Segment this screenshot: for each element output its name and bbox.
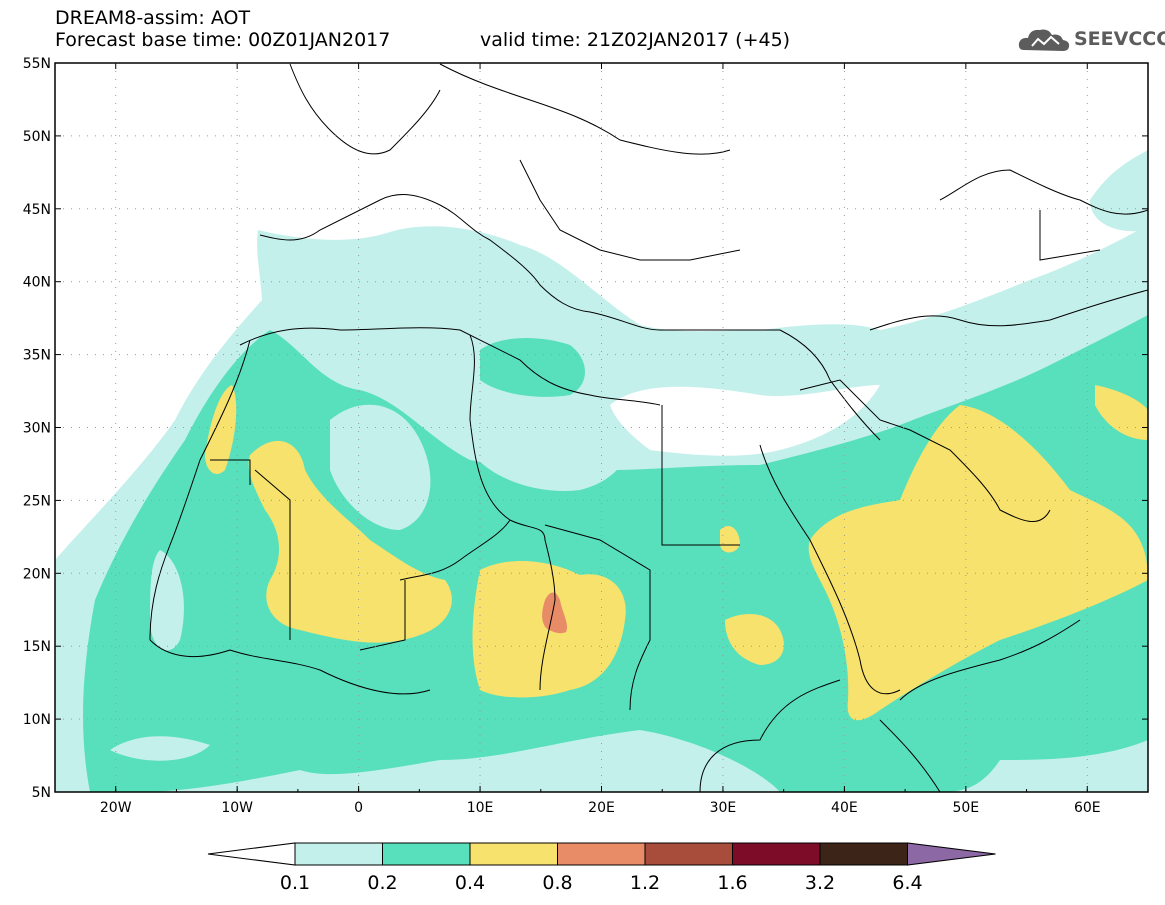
aot-white-egypt xyxy=(610,385,880,456)
valid-time: valid time: 21Z02JAN2017 (+45) xyxy=(480,29,791,51)
lat-label: 50N xyxy=(23,129,51,145)
lat-label: 35N xyxy=(23,348,51,364)
lat-label: 25N xyxy=(23,493,51,509)
lon-label: 10W xyxy=(221,800,253,816)
cloud-icon xyxy=(1018,29,1070,51)
colorbar-label: 0.1 xyxy=(280,872,310,894)
lon-label: 60E xyxy=(1074,800,1101,816)
lat-label: 30N xyxy=(23,421,51,437)
lat-label: 5N xyxy=(32,785,51,801)
lon-labels: 20W 10W 0 10E 20E 30E 40E 50E 60E xyxy=(100,800,1101,816)
colorbar-box xyxy=(469,842,558,866)
seevccc-logo: SEEVCCC xyxy=(1018,24,1165,54)
colorbar-under-arrow xyxy=(207,842,296,866)
lat-label: 10N xyxy=(23,712,51,728)
lat-label: 55N xyxy=(23,56,51,72)
colorbar-box xyxy=(294,842,383,866)
colorbar-over-arrow xyxy=(907,842,996,866)
lon-label: 0 xyxy=(354,800,363,816)
colorbar-box xyxy=(557,842,646,866)
aot-hole-sahara xyxy=(330,404,431,530)
lon-label: 30E xyxy=(710,800,737,816)
lon-label: 40E xyxy=(831,800,858,816)
colorbar xyxy=(207,842,996,866)
colorbar-box xyxy=(382,842,471,866)
lat-label: 40N xyxy=(23,275,51,291)
aot-band-0.4-morocco xyxy=(205,385,237,475)
lat-label: 20N xyxy=(23,566,51,582)
colorbar-label: 0.2 xyxy=(367,872,397,894)
lat-label: 15N xyxy=(23,639,51,655)
colorbar-label: 3.2 xyxy=(805,872,835,894)
aot-hole-libya-egypt xyxy=(470,406,628,491)
map-title: DREAM8-assim: AOT xyxy=(55,7,251,29)
colorbar-label: 1.2 xyxy=(630,872,660,894)
aot-band-0.4-sudan xyxy=(720,525,740,553)
axis-ticks xyxy=(54,62,1149,793)
colorbar-label: 6.4 xyxy=(892,872,922,894)
colorbar-box xyxy=(644,842,733,866)
aot-band-0.4-mauritania xyxy=(248,440,452,643)
lon-label: 50E xyxy=(952,800,979,816)
lat-label: 45N xyxy=(23,202,51,218)
colorbar-labels: 0.1 0.2 0.4 0.8 1.2 1.6 3.2 6.4 xyxy=(280,872,923,894)
aot-band-0.2-libya xyxy=(480,338,585,397)
aot-band-0.4-persian-gulf xyxy=(1095,385,1148,440)
colorbar-box xyxy=(819,842,908,866)
logo-text: SEEVCCC xyxy=(1074,28,1165,50)
aot-hole-sudan-west xyxy=(150,550,184,651)
colorbar-label: 0.4 xyxy=(455,872,485,894)
colorbar-box xyxy=(732,842,821,866)
aot-fields xyxy=(55,63,1148,792)
aot-band-0.4-ethiopia xyxy=(725,614,784,665)
borders xyxy=(149,63,1148,792)
lon-label: 10E xyxy=(467,800,494,816)
colorbar-label: 0.8 xyxy=(542,872,572,894)
lon-label: 20W xyxy=(100,800,132,816)
aot-hole-africa-sw xyxy=(110,736,210,761)
lat-labels: 55N 50N 45N 40N 35N 30N 25N 20N 15N 10N 5N xyxy=(23,56,51,801)
aot-band-0.4-arabia xyxy=(808,405,1148,721)
colorbar-label: 1.6 xyxy=(717,872,747,894)
lon-label: 20E xyxy=(588,800,615,816)
forecast-base-time: Forecast base time: 00Z01JAN2017 xyxy=(55,29,391,51)
aot-band-0.8-bodele xyxy=(542,592,568,634)
